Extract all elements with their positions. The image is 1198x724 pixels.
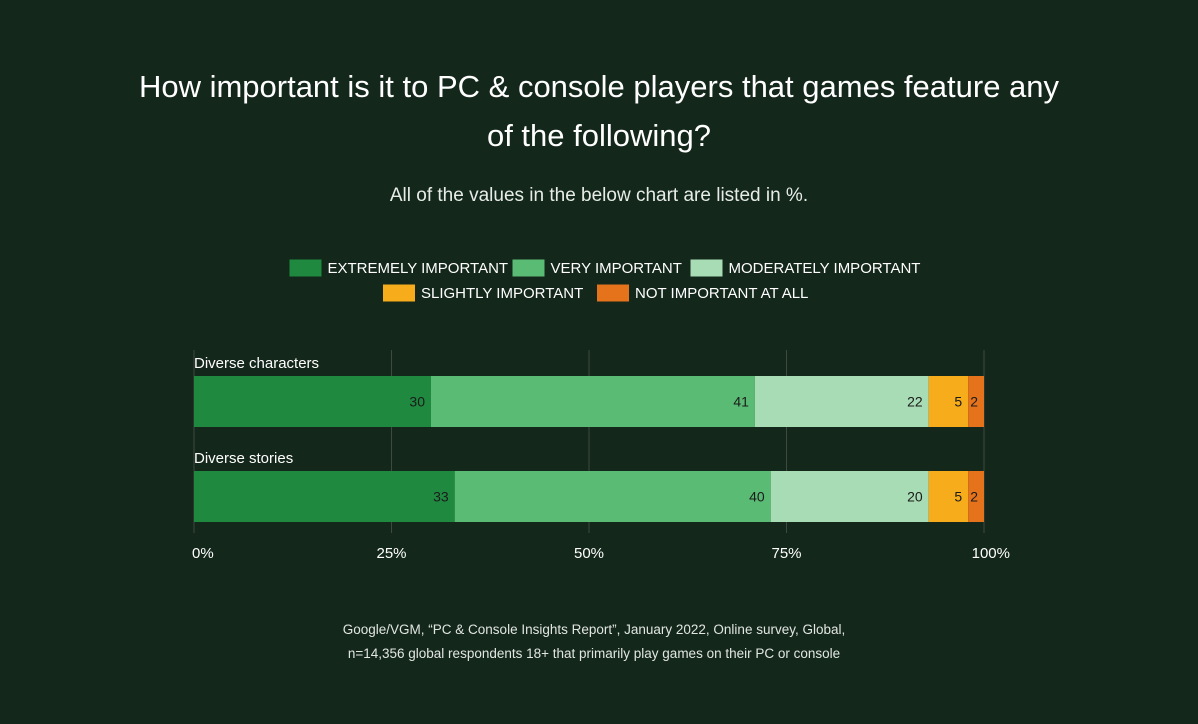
legend-label-very-important: VERY IMPORTANT: [551, 260, 682, 277]
source-note: Google/VGM, “PC & Console Insights Repor…: [199, 618, 989, 666]
bar-diverse-characters-not-important-at-all: [968, 376, 984, 427]
bar-diverse-stories-very-important: [454, 471, 771, 522]
chart-subtitle: All of the values in the below chart are…: [389, 185, 809, 206]
data-label-diverse-stories-extremely-important: 33: [433, 489, 449, 505]
bar-diverse-stories-extremely-important: [194, 471, 455, 522]
x-tick-label-25: 25%: [376, 545, 406, 562]
category-label-diverse-stories: Diverse stories: [194, 450, 293, 467]
data-label-diverse-characters-moderately-important: 22: [907, 394, 923, 410]
bar-diverse-characters-extremely-important: [194, 376, 431, 427]
data-label-diverse-stories-very-important: 40: [749, 489, 765, 505]
x-tick-label-100: 100%: [972, 545, 1010, 562]
legend-label-slightly-important: SLIGHTLY IMPORTANT: [421, 285, 583, 302]
legend-swatch-extremely-important: [289, 259, 322, 277]
data-label-diverse-stories-moderately-important: 20: [907, 489, 923, 505]
source-line-2: n=14,356 global respondents 18+ that pri…: [347, 646, 841, 661]
bar-diverse-characters-very-important: [431, 376, 755, 427]
data-label-diverse-characters-extremely-important: 30: [409, 394, 425, 410]
bar-diverse-stories-slightly-important: [928, 471, 969, 522]
bar-diverse-stories-not-important-at-all: [968, 471, 984, 522]
legend-swatch-slightly-important: [383, 284, 415, 302]
data-label-diverse-characters-slightly-important: 5: [954, 394, 962, 410]
source-line-1: Google/VGM, “PC & Console Insights Repor…: [342, 622, 846, 637]
bar-diverse-characters-slightly-important: [928, 376, 969, 427]
legend-swatch-not-important-at-all: [597, 284, 629, 302]
data-label-diverse-characters-very-important: 41: [733, 394, 749, 410]
chart-title: How important is it to PC & console play…: [99, 62, 1099, 160]
legend-label-not-important-at-all: NOT IMPORTANT AT ALL: [635, 285, 808, 302]
x-tick-label-75: 75%: [771, 545, 801, 562]
legend-swatch-very-important: [512, 259, 545, 277]
bar-diverse-stories-moderately-important: [770, 471, 929, 522]
legend-swatch-moderately-important: [690, 259, 723, 277]
x-tick-label-0: 0%: [192, 545, 214, 562]
chart-title-line-2: of the following?: [486, 118, 712, 153]
category-label-diverse-characters: Diverse characters: [194, 355, 319, 372]
bar-diverse-characters-moderately-important: [754, 376, 929, 427]
legend-label-moderately-important: MODERATELY IMPORTANT: [729, 260, 921, 277]
data-label-diverse-stories-slightly-important: 5: [954, 489, 962, 505]
data-label-diverse-stories-not-important-at-all: 2: [970, 489, 978, 505]
data-label-diverse-characters-not-important-at-all: 2: [970, 394, 978, 410]
x-tick-label-50: 50%: [574, 545, 604, 562]
chart-title-line-1: How important is it to PC & console play…: [138, 69, 1060, 104]
legend-label-extremely-important: EXTREMELY IMPORTANT: [328, 260, 509, 277]
